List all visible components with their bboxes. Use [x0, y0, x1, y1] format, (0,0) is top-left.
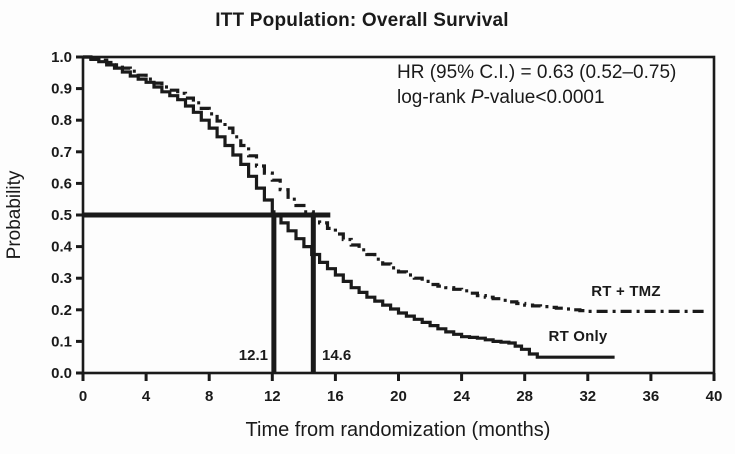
x-tick-label: 32	[579, 388, 596, 405]
pvalue-annotation: log-rank P-value<0.0001	[397, 87, 605, 108]
x-tick-label: 40	[706, 388, 723, 405]
pvalue-prefix: log-rank	[397, 87, 471, 108]
x-tick-label: 4	[142, 388, 151, 405]
series-label-rt-tmz: RT + TMZ	[591, 283, 661, 300]
y-tick-label: 0.6	[51, 175, 72, 192]
y-tick-label: 0.8	[51, 112, 72, 129]
y-tick-label: 0.3	[51, 270, 72, 287]
median-reference-lines	[83, 212, 331, 373]
x-tick-label: 24	[453, 388, 470, 405]
y-tick-label: 0.4	[51, 239, 73, 256]
median-label-rt-only: 12.1	[239, 347, 268, 364]
series-label-rt-only: RT Only	[549, 328, 608, 345]
y-tick-label: 0.0	[51, 365, 72, 382]
y-tick-label: 0.9	[51, 81, 72, 98]
median-label-rt-tmz: 14.6	[322, 347, 351, 364]
y-tick-label: 0.1	[51, 333, 72, 350]
y-tick-label: 1.0	[51, 49, 72, 66]
y-axis-label: Probability	[4, 170, 25, 259]
curve-rt-tmz	[83, 55, 707, 313]
chart-title: ITT Population: Overall Survival	[215, 10, 509, 31]
x-tick-label: 36	[643, 388, 660, 405]
hr-annotation: HR (95% C.I.) = 0.63 (0.52–0.75)	[397, 62, 676, 83]
pvalue-suffix: -value<0.0001	[484, 87, 605, 108]
x-tick-label: 20	[390, 388, 407, 405]
curve-rt-only	[83, 55, 615, 359]
x-tick-label: 28	[516, 388, 533, 405]
y-tick-label: 0.7	[51, 144, 72, 161]
pvalue-p-italic: P	[471, 87, 484, 108]
y-tick-label: 0.5	[51, 207, 72, 224]
x-tick-label: 0	[79, 388, 87, 405]
survival-curves	[83, 55, 707, 359]
x-axis-label: Time from randomization (months)	[246, 419, 551, 441]
y-tick-label: 0.2	[51, 302, 72, 319]
x-tick-label: 16	[327, 388, 344, 405]
axes: 0 4 8 12 16 20 24 28 32 36 40 0.0 0.1 0.2 0.3 0.4 0.5 0.6…	[51, 49, 722, 405]
x-tick-label: 8	[205, 388, 213, 405]
x-tick-label: 12	[264, 388, 281, 405]
